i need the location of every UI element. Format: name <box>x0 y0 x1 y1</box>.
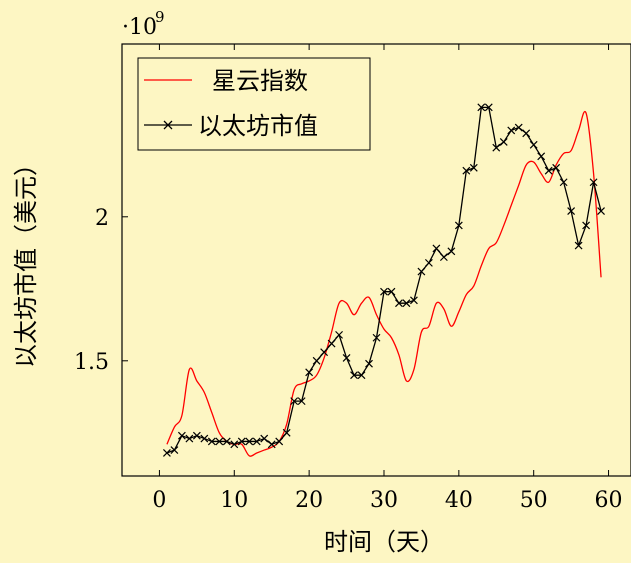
series-2-point <box>507 126 516 135</box>
series-2-point <box>200 434 209 443</box>
x-axis-label: 时间（天） <box>324 528 444 556</box>
series-2-point <box>454 221 463 230</box>
series-2-point <box>402 299 411 308</box>
series-2-point <box>380 287 388 296</box>
series-2-point <box>492 143 501 152</box>
series-2-point <box>439 253 448 262</box>
legend-label-series-2: 以太坊市值 <box>198 112 318 140</box>
series-2-point <box>237 437 246 446</box>
series-2-point <box>185 434 194 443</box>
series-2-point <box>170 446 179 455</box>
series-2-point <box>260 434 269 443</box>
series-2-point <box>582 221 591 230</box>
series-2-point <box>469 163 478 172</box>
legend-marker-series-2 <box>163 120 173 130</box>
series-2-point <box>597 207 605 215</box>
series-2-point <box>395 299 403 308</box>
y-axis-label: 以太坊市值（美元） <box>12 152 40 368</box>
series-2-point <box>522 129 531 138</box>
series-2-point <box>372 333 381 342</box>
series-2-point <box>282 428 291 437</box>
series-2-point <box>424 258 433 267</box>
series-2-point <box>589 178 598 187</box>
series-2-point <box>410 296 418 305</box>
series-2-point <box>290 397 299 406</box>
series-2-point <box>552 163 561 172</box>
series-2-point <box>432 244 441 253</box>
series-2-point <box>275 437 284 446</box>
y-tick-label: 2 <box>95 206 109 231</box>
legend-label-series-1: 星云指数 <box>212 67 308 95</box>
x-tick-label: 40 <box>445 488 473 513</box>
series-2-point <box>537 152 546 161</box>
series-2-point <box>297 397 306 406</box>
series-2-point <box>177 431 186 440</box>
x-tick-label: 50 <box>520 488 548 513</box>
y-scale-label: ·10 9 <box>122 8 165 40</box>
x-tick-label: 10 <box>220 488 248 513</box>
series-2-point <box>529 140 538 149</box>
series-2-point <box>245 437 254 446</box>
series-2-point <box>477 103 486 112</box>
axis-ticks: 0 10 20 30 40 50 60 1.5 2 <box>74 44 623 513</box>
series-2-point <box>342 353 351 362</box>
series-2-point <box>252 437 261 446</box>
y-scale-exponent: 9 <box>155 8 165 26</box>
series-2-point <box>230 440 239 449</box>
y-tick-label: 1.5 <box>74 350 109 375</box>
series-2-point <box>320 348 329 357</box>
series-2-point <box>312 356 321 365</box>
series-2-point <box>499 137 508 146</box>
series-2-point <box>162 449 171 457</box>
x-tick-label: 20 <box>295 488 323 513</box>
series-2-point <box>192 431 201 440</box>
series-2-point <box>574 241 583 250</box>
series-2-point <box>387 287 396 296</box>
x-tick-label: 60 <box>595 488 623 513</box>
series-2-point <box>222 437 231 446</box>
series-2-point <box>559 178 568 187</box>
series-2-point <box>207 437 216 446</box>
series-2-point <box>350 371 358 380</box>
series-layer <box>162 103 605 457</box>
x-tick-label: 0 <box>152 488 166 513</box>
series-2-point <box>357 371 366 380</box>
series-2-point <box>544 166 553 175</box>
y-scale-multiplier: ·10 <box>122 15 157 40</box>
x-tick-label: 30 <box>370 488 398 513</box>
legend: 星云指数 以太坊市值 <box>137 57 371 151</box>
series-2-point <box>417 267 426 276</box>
series-2-point <box>514 123 523 132</box>
series-2-point <box>484 103 493 112</box>
series-2-point <box>215 437 224 446</box>
series-2-point <box>365 359 373 368</box>
series-2-point <box>335 330 343 339</box>
series-2-point <box>267 440 276 449</box>
series-2-point <box>462 166 471 175</box>
series-2-point <box>327 339 336 348</box>
series-2-point <box>305 368 314 377</box>
series-2-point <box>447 247 456 256</box>
legend-box <box>137 57 371 151</box>
series-2-point <box>567 207 576 215</box>
